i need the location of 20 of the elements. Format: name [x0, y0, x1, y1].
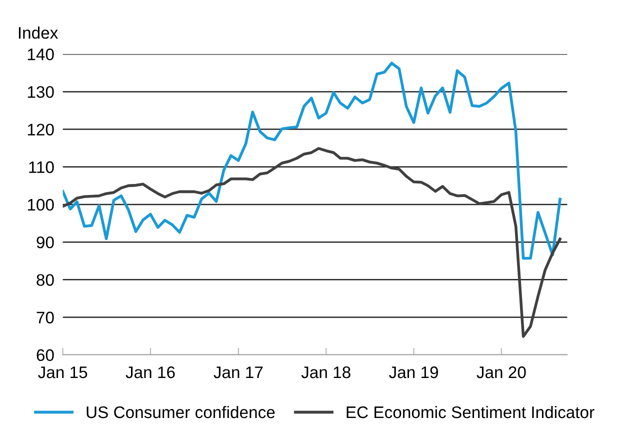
line-series: [62, 62, 562, 260]
y-axis-title: Index: [18, 26, 58, 39]
x-tick-label: Jan 18: [301, 366, 350, 378]
y-tick-label: 90: [36, 236, 54, 248]
x-tick-label: Jan 15: [38, 366, 88, 378]
y-tick-label: 60: [36, 349, 54, 362]
x-tick-label: Jan 20: [476, 366, 526, 378]
y-tick-label: 140: [28, 48, 54, 60]
legend-label: EC Economic Sentiment Indicator: [346, 406, 594, 418]
legend-label: US Consumer confidence: [86, 406, 275, 418]
x-tick-label: Jan 16: [126, 366, 175, 378]
y-tick-label: 120: [28, 124, 54, 136]
x-tick-label: Jan 17: [214, 366, 263, 378]
y-tick-label: 130: [28, 86, 54, 98]
y-tick-label: 110: [29, 161, 54, 174]
y-tick-label: 80: [36, 274, 54, 286]
line-series: [62, 147, 562, 338]
y-tick-label: 70: [36, 312, 54, 324]
x-tick-label: Jan 19: [389, 366, 438, 378]
y-tick-label: 100: [28, 198, 54, 211]
